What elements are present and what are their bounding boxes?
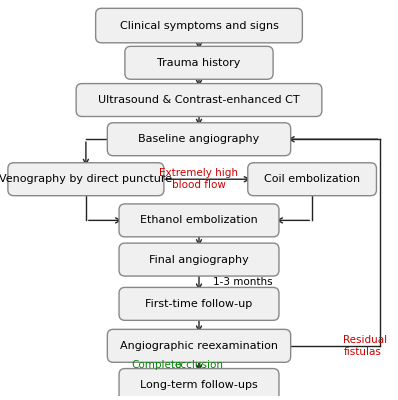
Text: Baseline angiography: Baseline angiography: [139, 134, 259, 144]
Text: Ethanol embolization: Ethanol embolization: [140, 215, 258, 225]
FancyBboxPatch shape: [125, 46, 273, 79]
FancyBboxPatch shape: [119, 204, 279, 237]
FancyBboxPatch shape: [107, 329, 291, 362]
Text: Angiographic reexamination: Angiographic reexamination: [120, 341, 278, 351]
FancyBboxPatch shape: [248, 163, 377, 196]
Text: occlusion: occlusion: [174, 360, 224, 370]
FancyBboxPatch shape: [119, 368, 279, 400]
Text: Extremely high
blood flow: Extremely high blood flow: [160, 168, 238, 190]
Text: First-time follow-up: First-time follow-up: [145, 299, 253, 309]
FancyBboxPatch shape: [119, 243, 279, 276]
Text: Residual
fistulas: Residual fistulas: [343, 335, 387, 357]
FancyBboxPatch shape: [76, 84, 322, 116]
Text: 1-3 months: 1-3 months: [213, 277, 272, 287]
Text: Final angiography: Final angiography: [149, 254, 249, 264]
Text: Trauma history: Trauma history: [157, 58, 241, 68]
Text: Ultrasound & Contrast-enhanced CT: Ultrasound & Contrast-enhanced CT: [98, 95, 300, 105]
FancyBboxPatch shape: [119, 288, 279, 320]
FancyBboxPatch shape: [107, 123, 291, 156]
FancyBboxPatch shape: [8, 163, 164, 196]
Text: Long-term follow-ups: Long-term follow-ups: [140, 380, 258, 390]
Text: Venography by direct puncture: Venography by direct puncture: [0, 174, 172, 184]
Text: Coil embolization: Coil embolization: [264, 174, 360, 184]
FancyBboxPatch shape: [96, 8, 302, 43]
Text: Clinical symptoms and signs: Clinical symptoms and signs: [119, 20, 279, 30]
Text: Complete: Complete: [131, 360, 181, 370]
